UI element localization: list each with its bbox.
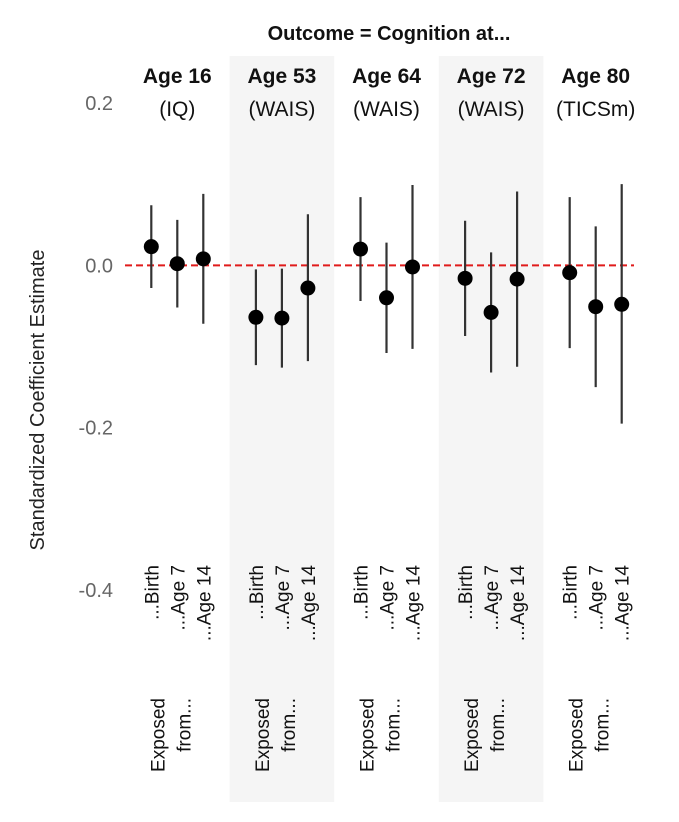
x-tick-label: ...Age 14 — [299, 565, 320, 641]
x-tick-label: ...Birth — [142, 565, 163, 620]
point-estimate — [274, 310, 290, 326]
panel-subtitle: (TICSm) — [556, 98, 635, 121]
exposed-label: Exposed — [567, 698, 588, 772]
from-label: from... — [384, 698, 405, 752]
from-label: from... — [279, 698, 300, 752]
point-estimate — [562, 265, 578, 281]
point-estimate — [405, 259, 420, 275]
point-estimate — [379, 290, 394, 306]
x-tick-label: ...Birth — [352, 565, 373, 620]
panel-title: Age 72 — [457, 65, 526, 88]
from-label: from... — [593, 698, 614, 752]
y-tick-label: 0.0 — [85, 255, 113, 277]
x-tick-label: ...Age 7 — [168, 565, 189, 631]
from-label: from... — [488, 698, 509, 752]
y-axis-label: Standardized Coefficient Estimate — [27, 250, 49, 551]
x-tick-label: ...Age 7 — [378, 565, 399, 631]
panel-background-1 — [229, 56, 335, 802]
point-estimate — [353, 241, 368, 257]
from-label: from... — [174, 698, 195, 752]
point-estimate — [143, 239, 159, 255]
y-tick-label: -0.4 — [79, 580, 113, 602]
point-estimate — [509, 271, 525, 287]
point-estimate — [248, 309, 264, 325]
exposed-label: Exposed — [253, 698, 274, 772]
panel-subtitle: (WAIS) — [458, 98, 525, 121]
x-tick-label: ...Age 14 — [508, 565, 529, 641]
panel-subtitle: (IQ) — [159, 98, 195, 121]
chart-labels: Outcome = Cognition at... Standardized C… — [27, 23, 635, 772]
data-marks — [143, 184, 630, 424]
panel-subtitle: (WAIS) — [353, 98, 420, 121]
x-tick-label: ...Age 7 — [482, 565, 503, 631]
panel-backgrounds — [229, 56, 544, 802]
point-estimate — [457, 270, 473, 286]
x-tick-label: ...Age 7 — [587, 565, 608, 631]
point-estimate — [588, 299, 604, 315]
x-tick-label: ...Birth — [561, 565, 582, 620]
panel-subtitle: (WAIS) — [248, 98, 315, 121]
panel-background-3 — [438, 56, 544, 802]
panel-title: Age 64 — [352, 65, 421, 88]
exposed-label: Exposed — [148, 698, 169, 772]
point-estimate — [483, 304, 499, 320]
panel-title: Age 16 — [143, 65, 212, 88]
exposed-label: Exposed — [462, 698, 483, 772]
x-tick-label: ...Age 14 — [404, 565, 425, 641]
point-estimate — [169, 256, 185, 272]
y-tick-label: 0.2 — [85, 93, 113, 115]
point-estimate — [195, 251, 211, 267]
point-estimate — [300, 280, 316, 296]
exposed-label: Exposed — [358, 698, 379, 772]
x-tick-label: ...Age 7 — [273, 565, 294, 631]
x-tick-label: ...Age 14 — [613, 565, 634, 641]
panel-title: Age 53 — [247, 65, 316, 88]
y-tick-label: -0.2 — [79, 418, 113, 440]
x-tick-label: ...Birth — [456, 565, 477, 620]
x-tick-label: ...Birth — [247, 565, 268, 620]
panel-title: Age 80 — [561, 65, 630, 88]
chart-title: Outcome = Cognition at... — [268, 23, 511, 45]
point-estimate — [614, 296, 630, 312]
x-tick-label: ...Age 14 — [194, 565, 215, 641]
